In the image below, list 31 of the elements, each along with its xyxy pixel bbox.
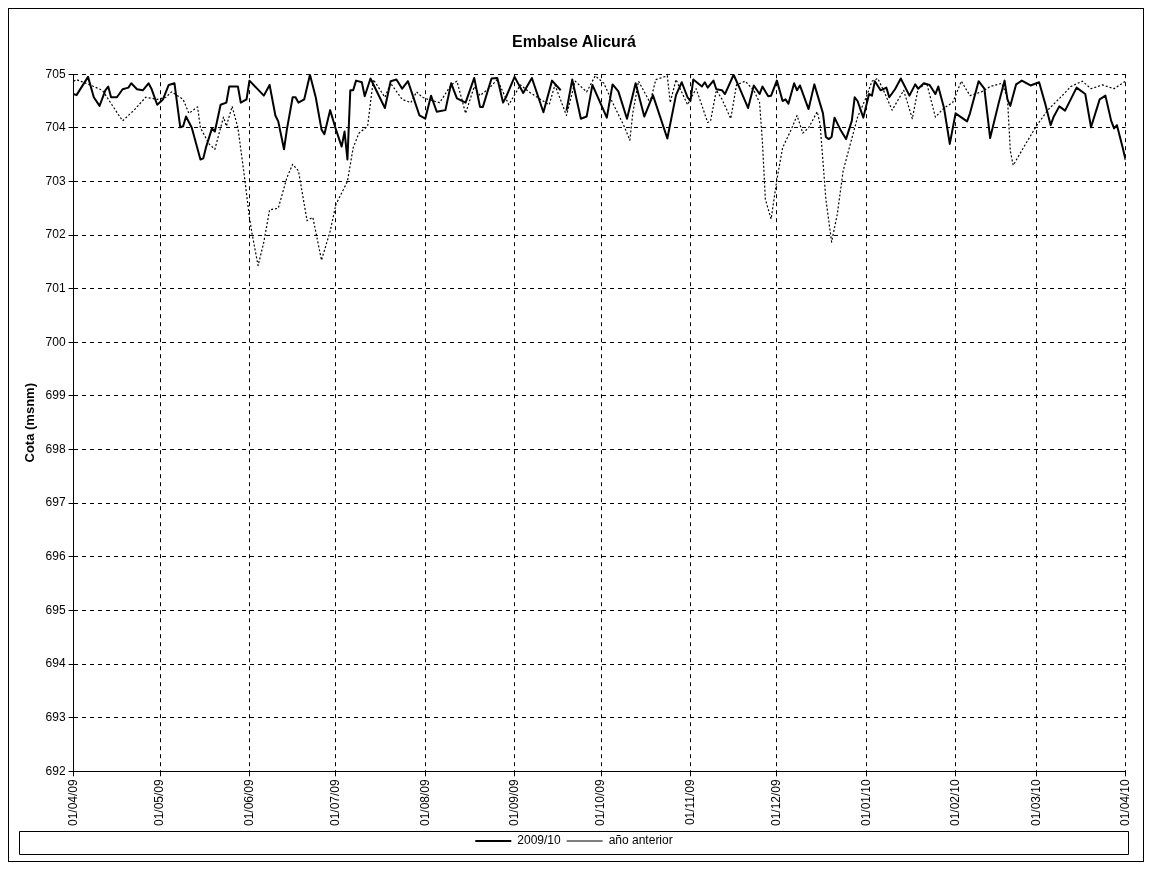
y-tick-label: 702 <box>45 227 66 242</box>
x-tick-label: 01/01/10 <box>858 778 873 827</box>
y-tick-label: 698 <box>45 441 66 456</box>
y-tick-label: 692 <box>45 763 66 778</box>
y-tick-label: 699 <box>45 388 66 403</box>
x-tick-label: 01/10/09 <box>593 778 608 827</box>
y-tick-label: 703 <box>45 173 66 188</box>
legend-label: 2009/10 <box>517 833 561 848</box>
y-tick-label: 697 <box>45 495 66 510</box>
x-tick-label: 01/04/10 <box>1117 778 1132 827</box>
y-axis-title: Cota (msnm) <box>22 383 38 463</box>
x-tick-label: 01/11/09 <box>682 778 697 826</box>
chart-title: Embalse Alicurá <box>512 33 637 51</box>
y-tick-label: 701 <box>45 281 66 295</box>
y-tick-label: 693 <box>45 709 66 724</box>
y-tick-label: 695 <box>45 602 66 617</box>
x-tick-label: 01/09/09 <box>506 778 521 827</box>
x-tick-label: 01/03/10 <box>1028 778 1043 827</box>
y-tick-label: 700 <box>45 334 66 349</box>
y-tick-label: 705 <box>45 66 66 81</box>
x-tick-label: 01/06/09 <box>241 778 256 827</box>
y-tick-label: 696 <box>45 549 66 564</box>
x-tick-label: 01/07/09 <box>328 778 343 827</box>
x-tick-label: 01/12/09 <box>769 778 784 827</box>
y-tick-label: 704 <box>45 120 66 135</box>
x-tick-label: 01/08/09 <box>417 778 432 827</box>
y-tick-label: 694 <box>45 656 66 671</box>
legend-label: año anterior <box>608 833 673 848</box>
x-tick-label: 01/04/09 <box>65 778 80 827</box>
x-tick-label: 01/02/10 <box>947 778 962 827</box>
x-tick-label: 01/05/09 <box>152 778 167 827</box>
